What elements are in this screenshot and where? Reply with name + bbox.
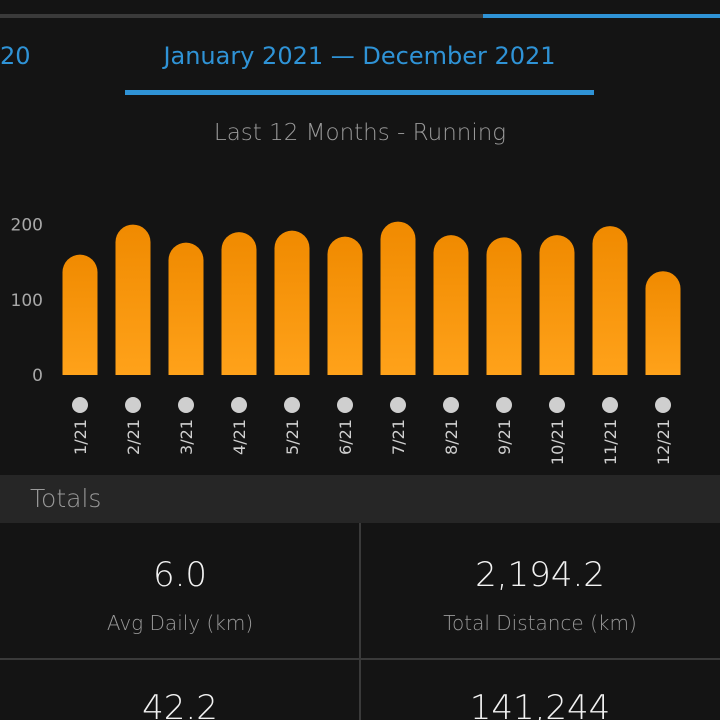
y-tick-label: 100 <box>11 291 43 311</box>
x-tick-label: 8/21 <box>442 419 461 455</box>
stat-third: 42.2 <box>0 688 360 720</box>
x-tick-label: 9/21 <box>495 419 514 455</box>
x-tick-label: 10/21 <box>548 419 567 465</box>
x-tick-label: 6/21 <box>336 419 355 455</box>
bar-chart: 0 100 200 1/21 2/21 3/21 4/21 5/21 6/21 7/21 8/21… <box>11 216 681 465</box>
page-indicator-active <box>483 14 720 18</box>
stat-value: 42.2 <box>142 688 218 720</box>
x-tick-dot <box>390 397 406 413</box>
stat-fourth: 141,244 <box>360 688 720 720</box>
stats-divider-horizontal <box>0 658 720 660</box>
stat-value: 6.0 <box>152 555 208 595</box>
stat-value: 141,244 <box>469 688 611 720</box>
bar[interactable] <box>62 254 98 375</box>
page-indicator <box>0 14 720 18</box>
x-axis: 1/21 2/21 3/21 4/21 5/21 6/21 7/21 8/21 9/21 10/2… <box>71 397 673 465</box>
x-tick-dot <box>602 397 618 413</box>
x-tick-label: 2/21 <box>124 419 143 455</box>
bar[interactable] <box>168 242 204 375</box>
x-tick-dot <box>178 397 194 413</box>
stats-grid: 6.0 Avg Daily (km) 2,194.2 Total Distanc… <box>0 523 720 720</box>
tab-underline <box>125 90 594 95</box>
x-tick-dot <box>655 397 671 413</box>
x-tick-label: 1/21 <box>71 419 90 455</box>
x-tick-label: 5/21 <box>283 419 302 455</box>
x-tick-label: 7/21 <box>389 419 408 455</box>
y-tick-label: 0 <box>32 366 43 386</box>
x-tick-label: 12/21 <box>654 419 673 465</box>
totals-title: Totals <box>30 484 102 513</box>
bar[interactable] <box>274 230 310 375</box>
x-tick-dot <box>496 397 512 413</box>
stat-label: Avg Daily (km) <box>106 611 254 635</box>
bar[interactable] <box>221 232 257 375</box>
bar[interactable] <box>115 224 151 375</box>
bar[interactable] <box>433 235 469 375</box>
bar[interactable] <box>592 226 628 375</box>
tab-previous-period[interactable]: 20 <box>0 42 31 70</box>
x-tick-label: 11/21 <box>601 419 620 465</box>
x-tick-dot <box>443 397 459 413</box>
y-tick-label: 200 <box>11 216 43 236</box>
bar[interactable] <box>380 221 416 375</box>
stat-avg-daily: 6.0 Avg Daily (km) <box>0 555 360 635</box>
x-tick-dot <box>337 397 353 413</box>
bar[interactable] <box>539 235 575 375</box>
bar[interactable] <box>645 271 681 375</box>
bar[interactable] <box>327 236 363 375</box>
y-axis: 0 100 200 <box>11 216 43 386</box>
tab-current-period[interactable]: January 2021 — December 2021 <box>163 42 556 70</box>
stat-total-distance: 2,194.2 Total Distance (km) <box>360 555 720 635</box>
stat-label: Total Distance (km) <box>443 611 637 635</box>
x-tick-label: 4/21 <box>230 419 249 455</box>
x-tick-dot <box>231 397 247 413</box>
x-tick-dot <box>284 397 300 413</box>
x-tick-dot <box>549 397 565 413</box>
x-tick-dot <box>125 397 141 413</box>
x-tick-label: 3/21 <box>177 419 196 455</box>
chart-title: Last 12 Months - Running <box>213 120 507 146</box>
stats-divider-vertical <box>359 523 361 720</box>
bar[interactable] <box>486 237 522 375</box>
totals-header: Totals <box>0 475 720 523</box>
stat-value: 2,194.2 <box>475 555 605 595</box>
period-tabs: 20 January 2021 — December 2021 <box>0 0 720 100</box>
bar-series <box>62 221 681 375</box>
x-tick-dot <box>72 397 88 413</box>
